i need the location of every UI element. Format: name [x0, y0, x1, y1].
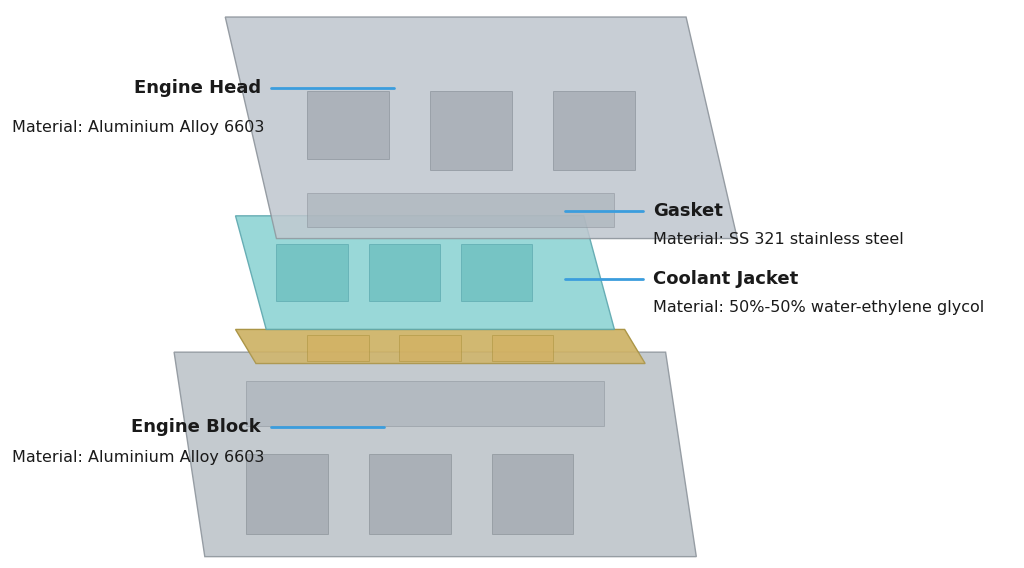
FancyBboxPatch shape	[276, 244, 348, 301]
Polygon shape	[225, 17, 737, 239]
Text: Material: SS 321 stainless steel: Material: SS 321 stainless steel	[653, 232, 904, 247]
Text: Material: 50%-50% water-ethylene glycol: Material: 50%-50% water-ethylene glycol	[653, 300, 984, 315]
FancyBboxPatch shape	[307, 335, 369, 361]
Text: Engine Head: Engine Head	[134, 79, 261, 97]
FancyBboxPatch shape	[246, 381, 604, 426]
Polygon shape	[174, 352, 696, 557]
FancyBboxPatch shape	[307, 193, 614, 227]
Text: Material: Aluminium Alloy 6603: Material: Aluminium Alloy 6603	[12, 450, 264, 465]
Polygon shape	[236, 216, 614, 329]
FancyBboxPatch shape	[492, 454, 573, 534]
FancyBboxPatch shape	[399, 335, 461, 361]
Text: Gasket: Gasket	[653, 202, 723, 220]
FancyBboxPatch shape	[307, 91, 389, 159]
Polygon shape	[236, 216, 614, 329]
FancyBboxPatch shape	[369, 244, 440, 301]
FancyBboxPatch shape	[461, 244, 532, 301]
Polygon shape	[236, 329, 645, 364]
FancyBboxPatch shape	[369, 454, 451, 534]
FancyBboxPatch shape	[492, 335, 553, 361]
Text: Material: Aluminium Alloy 6603: Material: Aluminium Alloy 6603	[12, 120, 264, 135]
FancyBboxPatch shape	[430, 91, 512, 170]
FancyBboxPatch shape	[553, 91, 635, 170]
Polygon shape	[174, 352, 696, 557]
Polygon shape	[225, 17, 737, 239]
FancyBboxPatch shape	[246, 454, 328, 534]
Text: Engine Block: Engine Block	[131, 418, 261, 436]
Text: Coolant Jacket: Coolant Jacket	[653, 270, 799, 289]
Polygon shape	[236, 329, 645, 364]
